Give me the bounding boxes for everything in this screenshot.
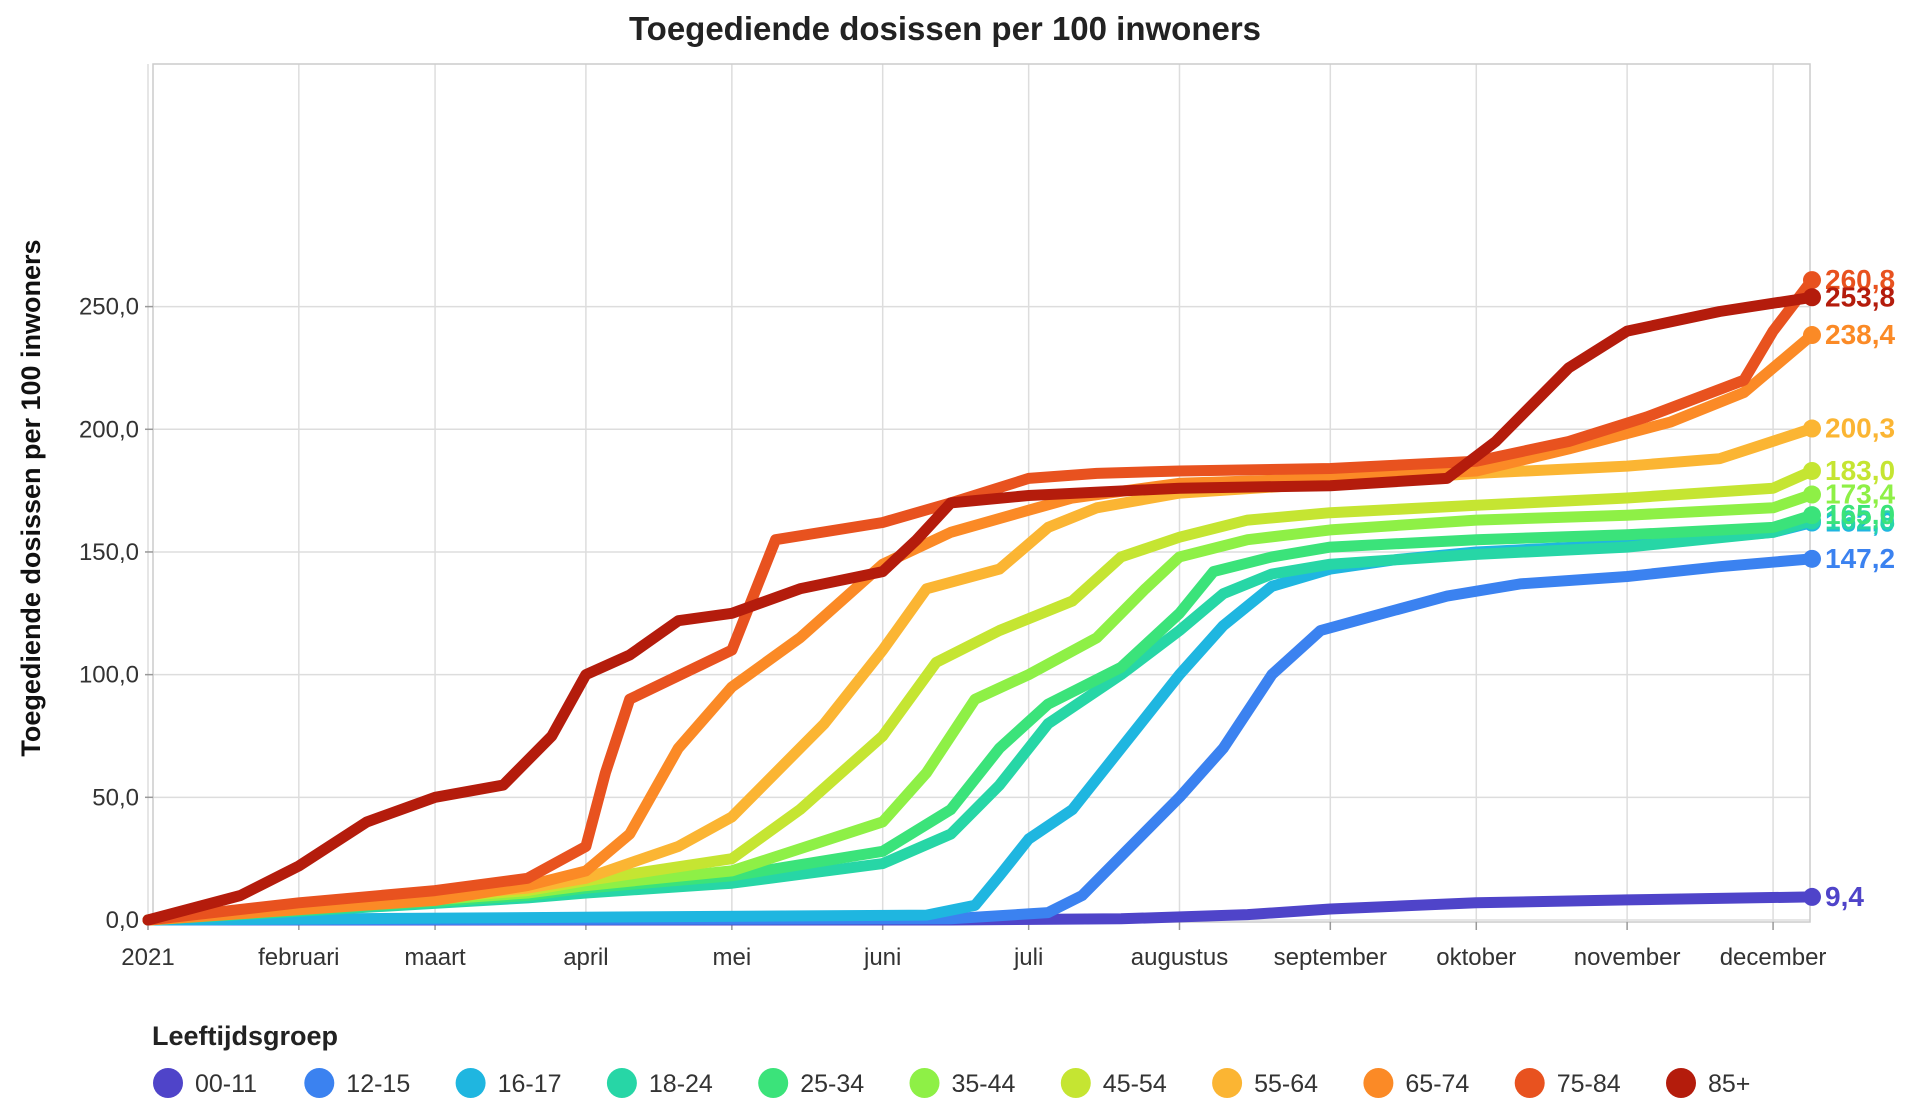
legend-label-55-64: 55-64 bbox=[1254, 1070, 1318, 1098]
x-tick-label: september bbox=[1274, 944, 1387, 971]
end-label-85+: 253,8 bbox=[1825, 281, 1895, 312]
y-tick-label: 0,0 bbox=[106, 907, 139, 934]
legend-swatch-16-17 bbox=[455, 1068, 486, 1098]
x-tick-label: november bbox=[1574, 944, 1681, 971]
end-label-75-84: 260,8 bbox=[1825, 264, 1895, 295]
legend-swatch-85+ bbox=[1666, 1068, 1696, 1098]
x-tick-label: april bbox=[563, 944, 608, 971]
y-axis-label: Toegediende dosissen per 100 inwoners bbox=[16, 239, 46, 756]
series-line-45-54 bbox=[142, 465, 1818, 926]
y-tick-label: 50,0 bbox=[92, 784, 139, 811]
legend: 00-11 12-15 16-17 18-24 25-34 35-44 45-54 55-64… bbox=[153, 1068, 1750, 1098]
x-tick-label: februari bbox=[258, 944, 339, 971]
series-end-point-00-11 bbox=[1803, 887, 1821, 906]
end-label-18-24: 162,8 bbox=[1825, 505, 1895, 536]
legend-swatch-25-34 bbox=[758, 1068, 789, 1098]
end-label-65-74: 238,4 bbox=[1825, 319, 1895, 350]
end-label-00-11: 9,4 bbox=[1825, 881, 1864, 912]
legend-swatch-75-84 bbox=[1514, 1068, 1545, 1098]
x-tick-label: oktober bbox=[1436, 944, 1516, 971]
series-end-point-25-34 bbox=[1803, 506, 1821, 525]
x-tick-label: juli bbox=[1013, 944, 1043, 971]
x-tick-label: augustus bbox=[1131, 944, 1228, 971]
legend-swatch-18-24 bbox=[606, 1068, 637, 1098]
end-label-55-64: 200,3 bbox=[1825, 413, 1895, 444]
y-tick-label: 250,0 bbox=[79, 294, 139, 321]
legend-label-65-74: 65-74 bbox=[1405, 1070, 1469, 1098]
series-line-85+ bbox=[142, 291, 1818, 926]
legend-label-16-17: 16-17 bbox=[498, 1070, 562, 1098]
legend-swatch-45-54 bbox=[1060, 1068, 1091, 1098]
legend-label-12-15: 12-15 bbox=[346, 1070, 410, 1098]
legend-swatch-35-44 bbox=[909, 1068, 940, 1098]
series-line-75-84 bbox=[142, 274, 1818, 926]
x-tick-label: mei bbox=[713, 944, 752, 971]
x-tick-label: december bbox=[1720, 944, 1827, 971]
y-tick-label: 150,0 bbox=[79, 539, 139, 566]
x-tick-label: juni bbox=[863, 944, 901, 971]
series-end-point-35-44 bbox=[1803, 485, 1821, 504]
series-line-35-44 bbox=[142, 489, 1818, 926]
x-tick-label: maart bbox=[404, 944, 466, 971]
legend-label-00-11: 00-11 bbox=[195, 1070, 257, 1098]
legend-label-45-54: 45-54 bbox=[1103, 1070, 1167, 1098]
legend-swatch-12-15 bbox=[304, 1068, 335, 1098]
end-label-25-34: 165,0 bbox=[1825, 499, 1895, 530]
series-lines bbox=[142, 271, 1821, 926]
legend-swatch-65-74 bbox=[1363, 1068, 1394, 1098]
series-end-point-55-64 bbox=[1803, 419, 1821, 438]
end-label-45-54: 183,0 bbox=[1825, 455, 1895, 486]
series-end-point-75-84 bbox=[1803, 271, 1821, 290]
series-end-point-45-54 bbox=[1803, 461, 1821, 480]
legend-swatch-55-64 bbox=[1212, 1068, 1243, 1098]
end-label-35-44: 173,4 bbox=[1825, 479, 1895, 510]
legend-title: Leeftijdsgroep bbox=[152, 1021, 338, 1051]
chart-title: Toegediende dosissen per 100 inwoners bbox=[629, 10, 1261, 47]
series-end-point-12-15 bbox=[1803, 549, 1821, 568]
end-label-16-17: 162,0 bbox=[1825, 507, 1895, 538]
end-label-12-15: 147,2 bbox=[1825, 543, 1895, 574]
x-tick-label: 2021 bbox=[121, 944, 174, 971]
legend-label-75-84: 75-84 bbox=[1557, 1070, 1621, 1098]
legend-label-18-24: 18-24 bbox=[649, 1070, 713, 1098]
series-line-18-24 bbox=[142, 515, 1818, 926]
legend-label-35-44: 35-44 bbox=[952, 1070, 1016, 1098]
series-line-55-64 bbox=[142, 423, 1818, 926]
legend-label-85+: 85+ bbox=[1708, 1070, 1750, 1098]
legend-label-25-34: 25-34 bbox=[800, 1070, 864, 1098]
series-line-65-74 bbox=[142, 329, 1818, 926]
series-end-point-65-74 bbox=[1803, 326, 1821, 345]
x-axis-ticks: 2021 februari maart april mei juni juli augustu… bbox=[121, 922, 1826, 971]
legend-swatch-00-11 bbox=[153, 1068, 183, 1098]
y-axis-ticks: 0,0 50,0 100,0 150,0 200,0 250,0 bbox=[79, 294, 153, 934]
y-tick-label: 100,0 bbox=[79, 662, 139, 689]
series-line-12-15 bbox=[142, 553, 1818, 926]
y-tick-label: 200,0 bbox=[79, 416, 139, 443]
series-end-point-85+ bbox=[1803, 288, 1821, 307]
